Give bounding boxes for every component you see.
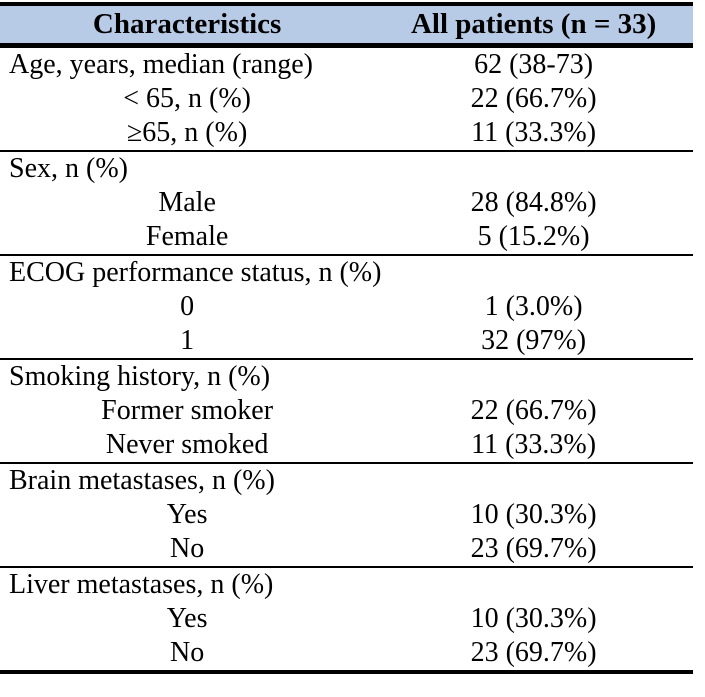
section-value [374,568,693,602]
row-label: No [169,533,205,564]
section-value: 62 (38-73) [474,49,594,80]
section-label: Liver metastases, n (%) [9,569,274,600]
section-label: Brain metastases, n (%) [9,465,275,496]
row-value: 23 (69.7%) [470,637,597,668]
row-value: 1 (3.0%) [484,291,583,322]
row-value: 5 (15.2%) [477,221,590,252]
row-label: 0 [180,291,195,322]
header-characteristics: Characteristics [92,8,282,40]
table-row: No 23 (69.7%) [0,532,693,566]
row-label: Never smoked [105,429,269,460]
row-label: Female [145,221,229,252]
section-value [374,256,693,290]
row-label: Yes [166,499,208,530]
section-sex: Sex, n (%) Male 28 (84.8%) Female 5 (15.… [0,152,693,256]
section-label: Smoking history, n (%) [9,361,271,392]
section-label: Age, years, median (range) [9,49,313,80]
row-value: 23 (69.7%) [470,533,597,564]
header-all-patients: All patients (n = 33) [410,8,657,40]
table-row: < 65, n (%) 22 (66.7%) [0,82,693,116]
table-row: ≥65, n (%) 11 (33.3%) [0,116,693,150]
table-header-row: Characteristics All patients (n = 33) [0,6,693,48]
row-label: Male [158,187,216,218]
section-value [374,464,693,498]
section-age: Age, years, median (range) 62 (38-73) < … [0,48,693,152]
section-liver-metastases: Liver metastases, n (%) Yes 10 (30.3%) N… [0,568,693,674]
row-value: 10 (30.3%) [470,499,597,530]
row-value: 10 (30.3%) [470,603,597,634]
table-row: 0 1 (3.0%) [0,290,693,324]
section-label: Sex, n (%) [9,153,128,184]
section-smoking: Smoking history, n (%) Former smoker 22 … [0,360,693,464]
table-row: Male 28 (84.8%) [0,186,693,220]
row-value: 28 (84.8%) [470,187,597,218]
row-label: Former smoker [101,395,274,426]
row-value: 22 (66.7%) [470,83,597,114]
table-row: Female 5 (15.2%) [0,220,693,254]
row-label: ≥65, n (%) [126,117,248,148]
row-value: 22 (66.7%) [470,395,597,426]
section-value [374,360,693,394]
table-row: No 23 (69.7%) [0,636,693,670]
patient-characteristics-table: Characteristics All patients (n = 33) Ag… [0,2,693,674]
section-ecog: ECOG performance status, n (%) 0 1 (3.0%… [0,256,693,360]
row-label: Yes [166,603,208,634]
row-value: 32 (97%) [481,325,587,356]
table-row: Yes 10 (30.3%) [0,602,693,636]
section-brain-metastases: Brain metastases, n (%) Yes 10 (30.3%) N… [0,464,693,568]
table-row: 1 32 (97%) [0,324,693,358]
table-row: Never smoked 11 (33.3%) [0,428,693,462]
section-label: ECOG performance status, n (%) [9,257,382,288]
row-value: 11 (33.3%) [471,117,597,148]
row-value: 11 (33.3%) [471,429,597,460]
table-row: Former smoker 22 (66.7%) [0,394,693,428]
row-label: 1 [180,325,195,356]
section-value [374,152,693,186]
row-label: < 65, n (%) [123,83,251,114]
row-label: No [169,637,205,668]
table-row: Yes 10 (30.3%) [0,498,693,532]
